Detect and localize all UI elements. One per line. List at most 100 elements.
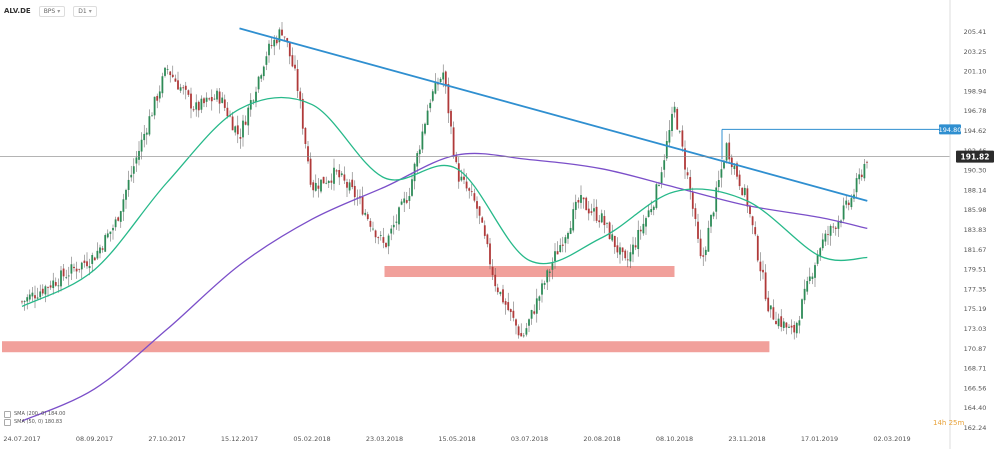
candle-body (203, 98, 205, 104)
candle-body (39, 291, 42, 298)
candle (398, 206, 400, 231)
candle (775, 311, 777, 325)
candle-body (330, 180, 333, 183)
candle-body (647, 210, 650, 217)
candle (73, 263, 75, 272)
legend-sma50[interactable]: SMA (50, 0) 180.83 (4, 418, 65, 426)
candle (52, 272, 55, 295)
candle (143, 125, 146, 148)
candle (489, 237, 491, 270)
candle-body (34, 295, 36, 299)
candle-body (41, 288, 44, 294)
candle (619, 242, 621, 264)
y-tick-label: 175.19 (964, 305, 987, 313)
candle-body (832, 226, 835, 228)
legend-sma200[interactable]: SMA (200, 0) 184.00 (4, 410, 65, 418)
candle-body (236, 125, 239, 135)
candle (673, 101, 676, 118)
candle (590, 203, 593, 216)
candle-body (117, 217, 120, 221)
candle-body (483, 225, 486, 236)
candle-body (143, 133, 146, 141)
candle-body (317, 185, 320, 189)
candle-body (460, 176, 463, 181)
candle-body (340, 173, 343, 176)
candles (21, 22, 868, 340)
candle-body (174, 78, 177, 82)
candle (109, 231, 112, 242)
candle-body (613, 235, 616, 248)
y-tick-label: 185.98 (964, 206, 987, 214)
candle-body (21, 301, 23, 303)
candle (21, 300, 23, 305)
candle (366, 211, 369, 221)
candle (177, 71, 179, 90)
candle-body (54, 282, 57, 286)
candle-body (790, 325, 793, 328)
timeframe-button[interactable]: D1 ▾ (73, 5, 97, 17)
candle-body (444, 71, 447, 87)
candle (847, 199, 850, 211)
candle-body (551, 263, 554, 270)
candle-body (463, 176, 465, 180)
candle-body (249, 100, 252, 110)
candle-body (860, 174, 863, 178)
candle-body (411, 179, 413, 196)
candle-body (801, 299, 803, 319)
candle-body (296, 69, 299, 91)
candle-body (83, 260, 86, 263)
last-price-box (956, 150, 994, 163)
candle-body (806, 281, 809, 292)
candle-body (36, 297, 39, 299)
candle-body (600, 213, 603, 223)
candle (403, 191, 406, 213)
candle-body (405, 200, 408, 203)
candle (715, 181, 718, 220)
candle-body (507, 302, 510, 311)
candle (187, 89, 190, 97)
candle (632, 236, 634, 263)
candle (372, 221, 374, 231)
settings-icon (4, 418, 11, 426)
candle (377, 236, 380, 245)
y-tick-label: 196.78 (964, 107, 987, 115)
candle-body (385, 242, 387, 248)
candle (621, 247, 624, 261)
chevron-down-icon: ▾ (57, 7, 61, 15)
candle (725, 142, 728, 164)
candle-body (119, 211, 122, 222)
chevron-down-icon: ▾ (88, 7, 92, 15)
candle-body (299, 91, 302, 101)
candle (572, 202, 575, 233)
candle-body (408, 196, 411, 201)
candle (221, 92, 224, 104)
candle-body (694, 208, 697, 220)
candle (171, 65, 174, 79)
candle-body (702, 255, 705, 257)
x-tick-label: 20.08.2018 (583, 435, 620, 443)
candle-body (361, 196, 364, 215)
candle (26, 294, 29, 310)
candle (512, 301, 515, 322)
candle (681, 125, 684, 152)
candle (710, 214, 712, 234)
candle-body (184, 85, 187, 90)
candle-body (400, 201, 403, 205)
candle-body (109, 231, 112, 234)
candle-body (257, 76, 260, 90)
candle (418, 145, 421, 164)
candle (54, 277, 57, 287)
candle (281, 22, 283, 37)
chart-mode-button[interactable]: BPS ▾ (38, 5, 66, 17)
candle-body (502, 289, 504, 303)
y-tick-label: 179.51 (964, 266, 987, 274)
symbol-label[interactable]: ALV.DE (4, 7, 31, 15)
candle (429, 99, 432, 113)
candle (689, 169, 692, 200)
candle (442, 64, 445, 88)
support-zone (2, 341, 770, 353)
candle (780, 309, 783, 332)
candle (203, 97, 205, 108)
candle (767, 291, 770, 313)
